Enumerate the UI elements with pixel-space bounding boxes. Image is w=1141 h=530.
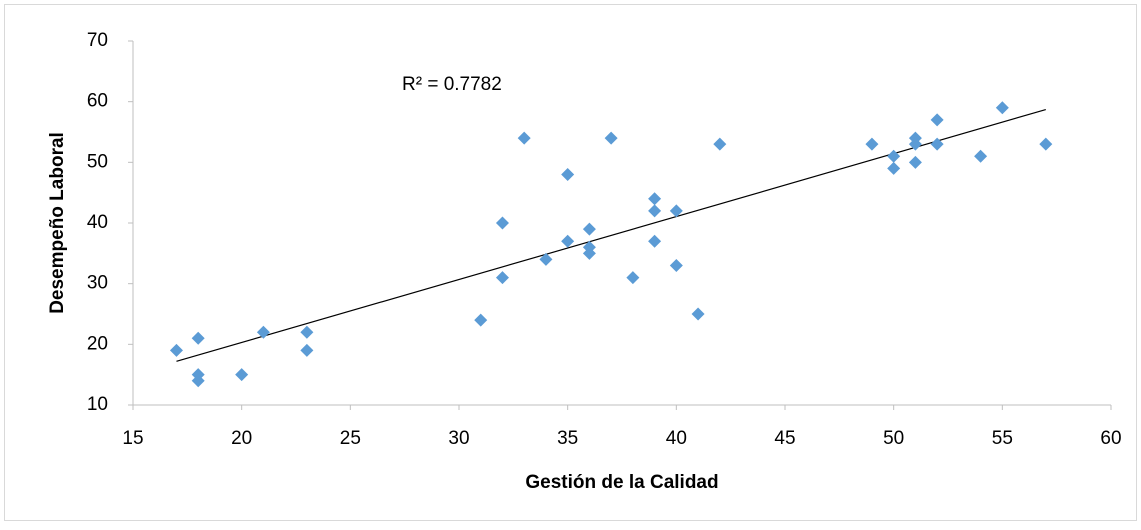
point bbox=[648, 234, 662, 248]
y-tick-label: 10 bbox=[87, 394, 108, 415]
x-tick-label: 40 bbox=[666, 428, 687, 449]
point bbox=[300, 343, 314, 357]
x-tick-label: 35 bbox=[557, 428, 578, 449]
point bbox=[669, 258, 683, 272]
y-tick-label: 20 bbox=[87, 333, 108, 354]
point bbox=[887, 149, 901, 163]
annotation: R² = 0.7782 bbox=[402, 74, 502, 95]
point bbox=[582, 246, 596, 260]
x-tick-label: 30 bbox=[448, 428, 469, 449]
point bbox=[561, 234, 575, 248]
y-tick-label: 60 bbox=[87, 91, 108, 112]
point bbox=[930, 113, 944, 127]
point bbox=[561, 167, 575, 181]
point bbox=[887, 161, 901, 175]
point bbox=[582, 222, 596, 236]
point bbox=[908, 137, 922, 151]
point bbox=[495, 216, 509, 230]
point bbox=[865, 137, 879, 151]
trendline bbox=[176, 108, 1046, 362]
point bbox=[191, 374, 205, 388]
point bbox=[300, 325, 314, 339]
point bbox=[191, 331, 205, 345]
point bbox=[1039, 137, 1053, 151]
point bbox=[539, 252, 553, 266]
y-tick-label: 30 bbox=[87, 273, 108, 294]
point bbox=[648, 192, 662, 206]
x-tick-label: 20 bbox=[231, 428, 252, 449]
point bbox=[169, 343, 183, 357]
y-tick-label: 70 bbox=[87, 30, 108, 51]
point bbox=[235, 368, 249, 382]
point bbox=[495, 271, 509, 285]
point bbox=[648, 204, 662, 218]
point bbox=[256, 325, 270, 339]
x-tick-label: 25 bbox=[340, 428, 361, 449]
x-tick-label: 50 bbox=[883, 428, 904, 449]
point bbox=[604, 131, 618, 145]
point bbox=[669, 204, 683, 218]
point bbox=[930, 137, 944, 151]
x-tick-label: 45 bbox=[774, 428, 795, 449]
y-axis-title: Desempeño Laboral bbox=[47, 132, 68, 314]
y-tick-label: 40 bbox=[87, 212, 108, 233]
y-tick-label: 50 bbox=[87, 151, 108, 172]
point bbox=[974, 149, 988, 163]
x-axis-title: Gestión de la Calidad bbox=[525, 472, 718, 493]
point bbox=[713, 137, 727, 151]
point bbox=[908, 155, 922, 169]
point bbox=[626, 271, 640, 285]
x-tick-label: 55 bbox=[992, 428, 1013, 449]
x-tick-label: 15 bbox=[122, 428, 143, 449]
x-tick-label: 60 bbox=[1100, 428, 1121, 449]
point bbox=[474, 313, 488, 327]
point bbox=[517, 131, 531, 145]
point bbox=[691, 307, 705, 321]
chart-border bbox=[4, 4, 1137, 521]
point bbox=[995, 101, 1009, 115]
